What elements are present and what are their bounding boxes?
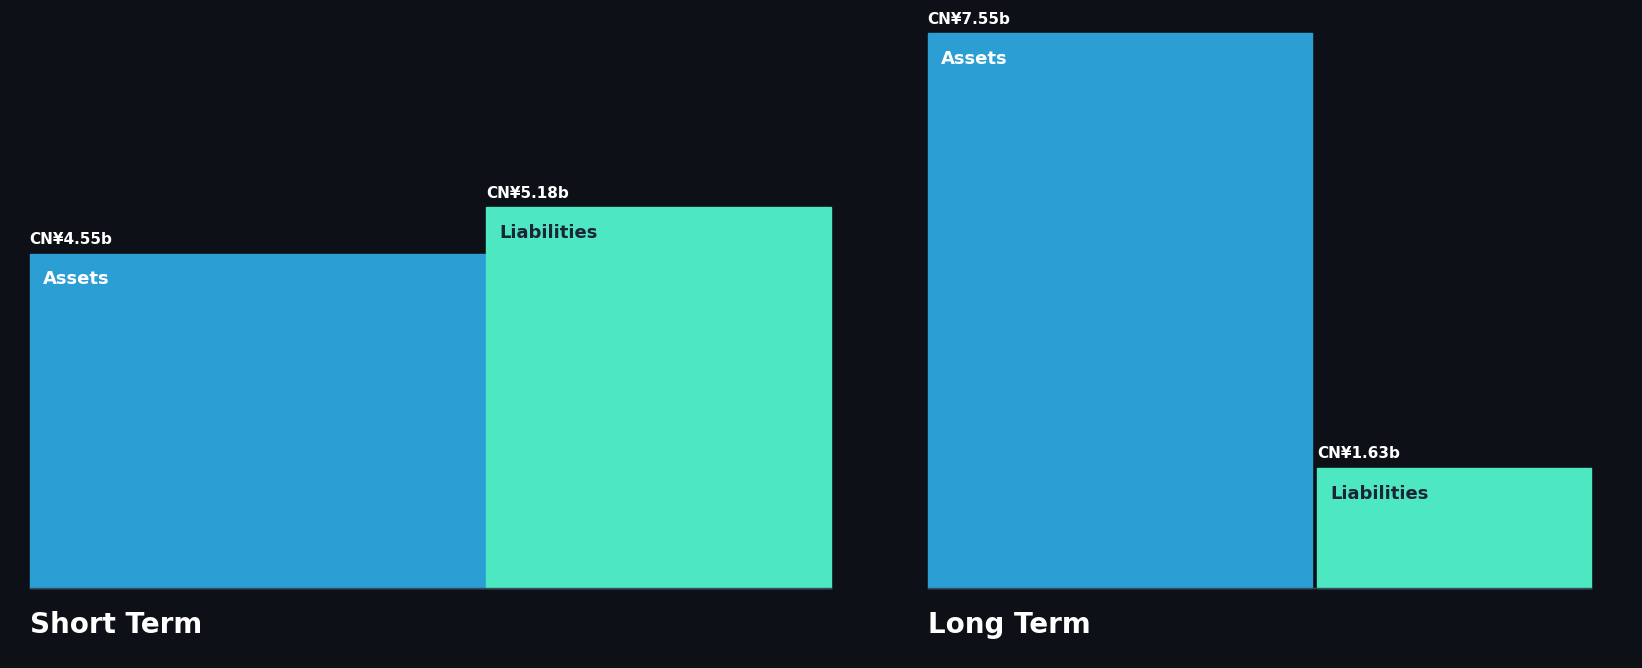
Text: CN¥7.55b: CN¥7.55b: [928, 12, 1010, 27]
Text: CN¥4.55b: CN¥4.55b: [30, 232, 112, 247]
Bar: [1317, 468, 1591, 588]
Text: CN¥5.18b: CN¥5.18b: [486, 186, 568, 201]
Text: Assets: Assets: [43, 271, 110, 289]
Text: Assets: Assets: [941, 50, 1008, 68]
Bar: [486, 208, 831, 588]
Text: Liabilities: Liabilities: [499, 224, 598, 242]
Bar: [30, 254, 486, 588]
Text: Liabilities: Liabilities: [1330, 485, 1429, 503]
Text: CN¥1.63b: CN¥1.63b: [1317, 446, 1399, 462]
Text: Long Term: Long Term: [928, 611, 1090, 639]
Bar: [928, 33, 1312, 588]
Text: Short Term: Short Term: [30, 611, 202, 639]
